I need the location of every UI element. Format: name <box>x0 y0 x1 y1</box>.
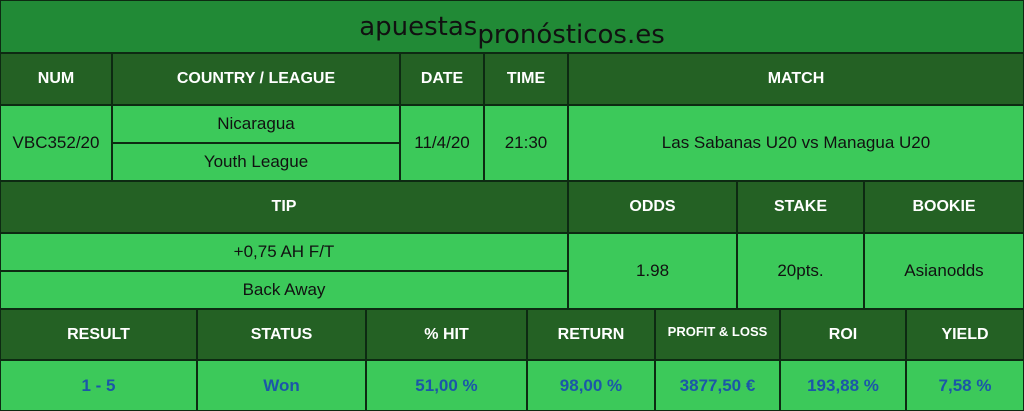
tip-value: +0,75 AH F/T <box>0 233 568 271</box>
header-country-league: COUNTRY / LEAGUE <box>112 53 400 105</box>
league-value: Youth League <box>112 143 400 181</box>
header-date: DATE <box>400 53 484 105</box>
header-tip: TIP <box>0 181 568 233</box>
return-value: 98,00 % <box>527 360 655 411</box>
header-num: NUM <box>0 53 112 105</box>
header-bookie: BOOKIE <box>864 181 1024 233</box>
hit-value: 51,00 % <box>366 360 527 411</box>
logo: apuestaspronósticos.es <box>359 11 665 50</box>
roi-value: 193,88 % <box>780 360 906 411</box>
header-roi: ROI <box>780 309 906 360</box>
date-value: 11/4/20 <box>400 105 484 181</box>
time-value: 21:30 <box>484 105 568 181</box>
header-hit: % HIT <box>366 309 527 360</box>
country-value: Nicaragua <box>112 105 400 143</box>
profit-loss-value: 3877,50 € <box>655 360 780 411</box>
status-value: Won <box>197 360 366 411</box>
yield-value: 7,58 % <box>906 360 1024 411</box>
odds-value: 1.98 <box>568 233 737 309</box>
tip-detail-value: Back Away <box>0 271 568 309</box>
header-time: TIME <box>484 53 568 105</box>
header-profit-loss: PROFIT & LOSS <box>655 309 780 360</box>
logo-banner: apuestaspronósticos.es <box>0 0 1024 53</box>
num-value: VBC352/20 <box>0 105 112 181</box>
header-result: RESULT <box>0 309 197 360</box>
result-value: 1 - 5 <box>0 360 197 411</box>
header-stake: STAKE <box>737 181 864 233</box>
header-yield: YIELD <box>906 309 1024 360</box>
bookie-value: Asianodds <box>864 233 1024 309</box>
header-match: MATCH <box>568 53 1024 105</box>
header-odds: ODDS <box>568 181 737 233</box>
header-status: STATUS <box>197 309 366 360</box>
stake-value: 20pts. <box>737 233 864 309</box>
header-return: RETURN <box>527 309 655 360</box>
match-value: Las Sabanas U20 vs Managua U20 <box>568 105 1024 181</box>
